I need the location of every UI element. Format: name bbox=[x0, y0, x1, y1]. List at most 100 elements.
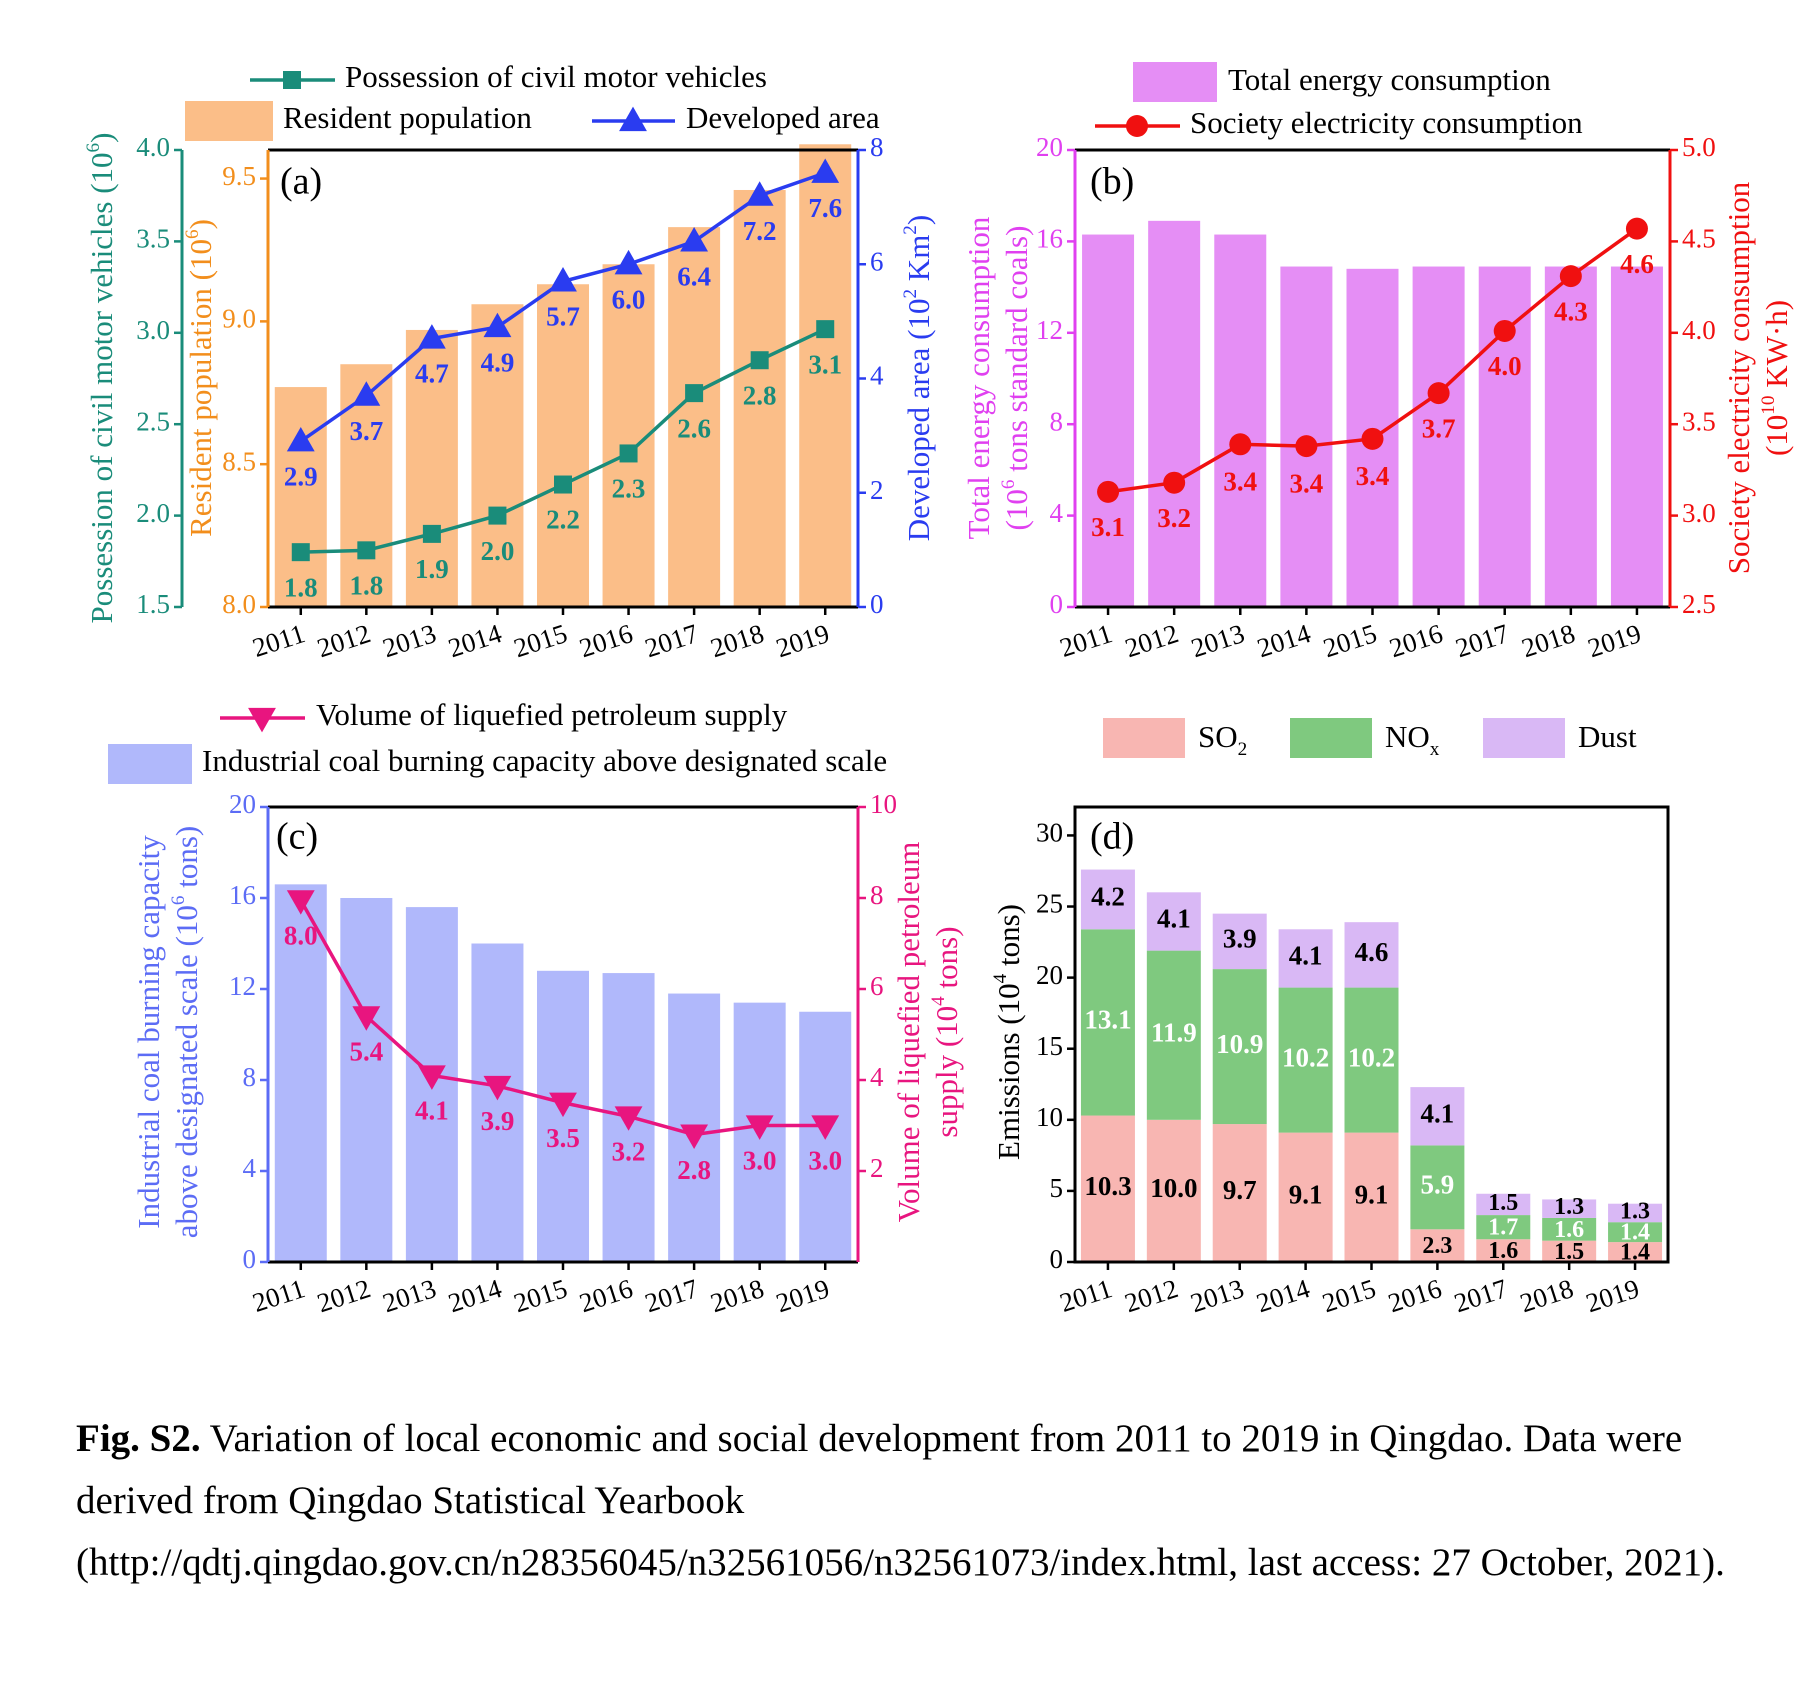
electricity-point bbox=[1493, 319, 1516, 342]
x-tick-label: 2012 bbox=[1121, 618, 1182, 663]
dust-bar-segment bbox=[1344, 922, 1399, 988]
nox-data-label: 10.2 bbox=[1348, 1042, 1395, 1072]
x-tick-label: 2014 bbox=[445, 1273, 506, 1318]
energy-bar bbox=[1412, 266, 1465, 607]
electricity-axis-title-line2: (1010 KW·h) bbox=[1758, 300, 1794, 456]
vehicles-axis-tick-label: 3.0 bbox=[136, 315, 170, 345]
dust-bar-segment bbox=[1410, 1087, 1465, 1146]
x-tick-label: 2018 bbox=[1516, 1273, 1577, 1318]
developed-area-point bbox=[286, 426, 315, 452]
legend-coal-swatch bbox=[108, 744, 192, 784]
so2-bar-segment bbox=[1344, 1132, 1399, 1262]
x-tick-label: 2011 bbox=[249, 1273, 309, 1318]
population-axis-tick-label: 9.0 bbox=[222, 304, 256, 334]
dust-data-label: 3.9 bbox=[1223, 924, 1257, 954]
area-axis-tick-label: 8 bbox=[870, 132, 884, 162]
energy-axis-title-line2: (106 tons standard coals) bbox=[998, 226, 1034, 531]
nox-data-label: 1.7 bbox=[1488, 1215, 1518, 1241]
lpg-data-label: 8.0 bbox=[284, 920, 318, 950]
developed-area-point bbox=[417, 324, 446, 349]
population-axis-tick-label: 8.5 bbox=[222, 446, 256, 476]
coal-axis-tick-label: 12 bbox=[229, 971, 256, 1001]
vehicles-axis-tick-label: 1.5 bbox=[136, 589, 170, 619]
population-bar bbox=[471, 304, 524, 607]
electricity-point bbox=[1163, 471, 1186, 494]
vehicles-point bbox=[750, 351, 769, 370]
developed-area-point bbox=[614, 249, 643, 275]
population-bar bbox=[274, 387, 327, 607]
so2-data-label: 9.7 bbox=[1223, 1175, 1257, 1205]
vehicles-point bbox=[554, 475, 572, 494]
emissions-axis-tick-label: 15 bbox=[1036, 1031, 1063, 1061]
electricity-point bbox=[1559, 265, 1582, 288]
legend-population-swatch bbox=[185, 101, 273, 141]
electricity-data-label: 4.6 bbox=[1620, 249, 1654, 279]
nox-data-label: 5.9 bbox=[1421, 1170, 1455, 1200]
developed-area-point bbox=[811, 158, 840, 183]
emissions-axis-tick-label: 5 bbox=[1050, 1173, 1064, 1203]
lpg-axis-tick-label: 2 bbox=[870, 1153, 884, 1183]
emissions-axis-tick-label: 20 bbox=[1036, 960, 1063, 990]
legend-population-label: Resident population bbox=[283, 100, 532, 135]
x-tick-label: 2014 bbox=[445, 618, 506, 663]
electricity-data-label: 3.2 bbox=[1157, 503, 1191, 533]
x-tick-label: 2018 bbox=[707, 618, 768, 663]
electricity-data-label: 4.3 bbox=[1554, 296, 1588, 326]
so2-bar-segment bbox=[1080, 1115, 1135, 1262]
x-tick-label: 2011 bbox=[1056, 1273, 1116, 1318]
vehicles-data-label: 2.0 bbox=[481, 536, 515, 566]
nox-bar-segment bbox=[1080, 929, 1135, 1116]
dust-data-label: 4.6 bbox=[1355, 937, 1389, 967]
area-axis-tick-label: 6 bbox=[870, 246, 884, 276]
coal-bar bbox=[340, 898, 393, 1262]
developed-area-point bbox=[680, 227, 709, 252]
panel-label: (d) bbox=[1090, 816, 1134, 858]
lpg-point bbox=[549, 1092, 577, 1118]
lpg-data-label: 4.1 bbox=[415, 1096, 449, 1126]
developed-area-data-label: 2.9 bbox=[284, 462, 318, 492]
x-tick-label: 2016 bbox=[576, 618, 637, 663]
population-axis-title: Resident population (106) bbox=[182, 219, 218, 537]
x-tick-label: 2012 bbox=[1121, 1273, 1182, 1318]
emissions-axis-tick-label: 10 bbox=[1036, 1102, 1063, 1132]
x-tick-label: 2019 bbox=[772, 618, 833, 663]
developed-area-data-label: 6.0 bbox=[612, 284, 646, 314]
electricity-axis-tick-label: 2.5 bbox=[1682, 589, 1716, 619]
so2-data-label: 2.3 bbox=[1422, 1233, 1452, 1259]
x-tick-label: 2016 bbox=[1385, 1273, 1446, 1318]
developed-area-data-label: 5.7 bbox=[546, 302, 580, 332]
emissions-axis-tick-label: 30 bbox=[1036, 818, 1063, 848]
vehicles-point bbox=[291, 543, 310, 562]
vehicles-axis-tick-label: 2.0 bbox=[136, 498, 170, 528]
legend-dust-swatch bbox=[1483, 718, 1565, 758]
area-axis-tick-label: 2 bbox=[870, 475, 884, 505]
coal-axis-tick-label: 4 bbox=[243, 1153, 257, 1183]
nox-bar-segment bbox=[1212, 969, 1267, 1125]
x-tick-label: 2013 bbox=[379, 1273, 440, 1318]
legend-lpg-marker bbox=[248, 707, 276, 733]
dust-bar-segment bbox=[1278, 929, 1333, 988]
population-bar bbox=[799, 144, 852, 607]
nox-bar-segment bbox=[1476, 1215, 1531, 1240]
emissions-axis-tick-label: 25 bbox=[1036, 889, 1063, 919]
dust-data-label: 4.1 bbox=[1289, 941, 1323, 971]
lpg-axis-tick-label: 6 bbox=[870, 971, 884, 1001]
population-bar bbox=[405, 329, 458, 607]
energy-axis-tick-label: 8 bbox=[1050, 406, 1064, 436]
lpg-point bbox=[811, 1115, 840, 1140]
legend-so2-swatch bbox=[1103, 718, 1185, 758]
lpg-axis-tick-label: 8 bbox=[870, 880, 884, 910]
energy-bar bbox=[1610, 266, 1663, 607]
lpg-data-label: 3.0 bbox=[808, 1146, 842, 1176]
electricity-point bbox=[1295, 435, 1318, 458]
energy-axis-tick-label: 4 bbox=[1050, 498, 1064, 528]
nox-bar-segment bbox=[1608, 1222, 1663, 1243]
legend-area-marker bbox=[619, 106, 647, 132]
so2-bar-segment bbox=[1278, 1132, 1333, 1262]
x-tick-label: 2016 bbox=[576, 1273, 637, 1318]
x-tick-label: 2019 bbox=[1584, 618, 1645, 663]
population-axis-tick-label: 9.5 bbox=[222, 161, 256, 191]
lpg-data-label: 2.8 bbox=[677, 1155, 711, 1185]
electricity-data-label: 3.4 bbox=[1223, 467, 1257, 497]
